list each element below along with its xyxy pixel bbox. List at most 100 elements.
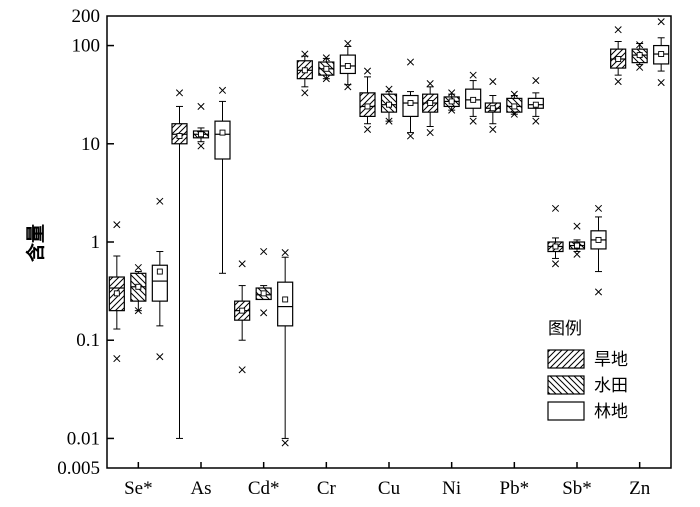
outlier-point [657,79,665,87]
mean-marker [156,268,163,275]
outlier-point [134,307,142,315]
y-tick-label: 10 [81,134,100,155]
outlier-point [657,18,665,26]
outlier-point [573,222,581,230]
box-Cu-1 [380,85,398,125]
box-Pb-2 [527,77,544,125]
box-iqr [214,120,231,160]
mean-marker [386,101,392,108]
outlier-point [406,58,415,66]
x-tick-label: Cd* [248,478,280,499]
outlier-point [469,117,477,125]
outlier-point [322,75,330,83]
outlier-point [344,83,352,91]
outlier-point [281,439,289,447]
legend-swatch [547,375,585,395]
mean-marker [364,103,371,110]
box-As-0 [171,89,188,439]
legend-label: 林地 [594,402,628,422]
box-iqr [277,281,294,327]
mean-marker [301,67,308,74]
outlier-point [385,85,393,93]
mean-marker [615,56,622,62]
outlier-point [448,106,456,114]
outlier-point [197,102,205,110]
outlier-point [197,142,205,150]
y-tick-label: 0.005 [57,458,100,479]
legend-swatch [547,401,585,421]
outlier-point [344,39,352,48]
box-Cu-0 [359,67,376,133]
outlier-point [614,78,622,86]
y-axis-label: 含量 [24,224,47,262]
box-iqr [151,264,168,302]
box-Cd-2 [277,249,294,447]
legend-title: 图例 [548,319,582,339]
box-Zn-1 [631,41,648,71]
mean-marker [511,103,518,110]
plot-frame [106,15,672,469]
x-tick-label: Zn [629,478,651,499]
y-axis: 200 100 10 1 0.1 0.01 0.005 [57,6,114,479]
outlier-point [363,67,372,75]
x-tick-label: As [190,478,211,499]
outlier-point [448,89,456,97]
outlier-point [385,117,393,125]
box-Sb-1 [568,222,586,258]
box-Se-0 [108,221,125,363]
box-Cd-0 [234,260,251,374]
outlier-point [406,132,415,140]
mean-marker [532,101,539,108]
mean-marker [260,290,267,297]
box-Pb-0 [484,78,501,133]
mean-marker [323,65,330,72]
outlier-point [218,86,227,94]
y-tick-label: 0.1 [76,330,100,351]
legend-label: 旱地 [594,350,628,370]
x-tick-label: Cu [378,478,401,499]
outlier-point [636,41,644,49]
outlier-point [238,366,246,374]
outlier-point [175,89,184,97]
outlier-point [260,309,268,317]
outlier-point [260,247,268,256]
outlier-point [322,54,330,62]
outlier-point [510,90,518,98]
y-tick-label: 0.01 [67,428,100,449]
box-Cd-1 [255,247,272,317]
mean-marker [489,105,496,112]
mean-marker [113,290,120,297]
outlier-point [426,129,434,137]
outlier-point [113,221,121,229]
x-tick-label: Ni [442,478,461,499]
outlier-point [614,26,622,34]
x-tick-label: Sb* [562,478,592,499]
box-Zn-2 [653,18,670,87]
outlier-point [489,78,497,86]
x-tick-label: Se* [124,478,153,499]
box-Ni-1 [443,89,460,114]
box-Cr-2 [339,39,356,91]
mean-marker [282,296,289,303]
box-Zn-0 [610,26,627,86]
mean-marker [595,236,602,243]
outlier-point [363,125,372,133]
legend-swatch [547,349,585,369]
y-tick-label: 1 [91,232,101,253]
y-tick-label: 100 [72,36,101,57]
outlier-point [238,260,246,268]
outlier-point [594,288,603,296]
mean-marker [135,283,142,290]
outlier-point [510,110,518,118]
box-Se-1 [130,263,147,315]
outlier-point [134,263,142,272]
outlier-point [156,197,164,205]
box-As-1 [192,102,210,150]
outlier-point [156,353,164,361]
mean-marker [427,100,434,106]
x-axis: Se* As Cd* Cr Cu Ni Pb* Sb* Zn [124,462,651,499]
mean-marker [198,131,204,138]
outlier-point [281,249,289,257]
mean-marker [470,96,477,103]
mean-marker [239,307,246,314]
